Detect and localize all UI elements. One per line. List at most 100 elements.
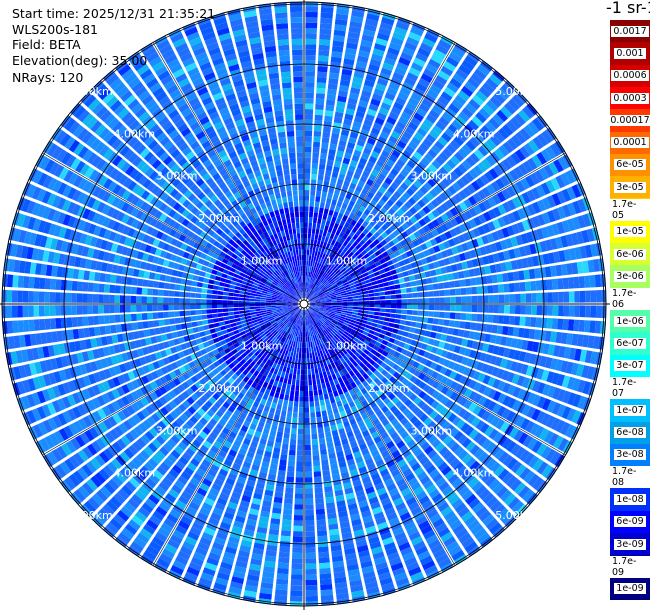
ray-gate bbox=[314, 487, 323, 494]
ray-gate bbox=[259, 592, 272, 600]
ray-gate bbox=[363, 327, 370, 333]
ray-gate bbox=[178, 427, 188, 437]
ray-gate bbox=[321, 355, 326, 361]
ray-gate bbox=[271, 457, 279, 465]
ray-gate bbox=[384, 478, 394, 487]
ray-gate bbox=[343, 379, 350, 387]
ray-gate bbox=[331, 307, 337, 309]
ray-gate bbox=[496, 486, 509, 499]
ray-gate bbox=[498, 468, 510, 481]
ray-gate bbox=[319, 318, 325, 324]
ray-gate bbox=[289, 395, 294, 402]
ray-gate bbox=[137, 367, 146, 376]
ray-gate bbox=[482, 343, 490, 353]
ray-gate bbox=[375, 516, 387, 525]
ray-gate bbox=[492, 345, 500, 355]
ray-gate bbox=[468, 402, 477, 413]
ray-gate bbox=[367, 352, 375, 359]
ray-gate bbox=[461, 437, 472, 449]
ray-gate bbox=[239, 313, 246, 318]
ray-gate bbox=[324, 321, 330, 326]
ray-gate bbox=[273, 221, 279, 228]
ray-gate bbox=[300, 374, 304, 381]
ray-gate bbox=[113, 492, 126, 505]
ray-gate bbox=[260, 333, 266, 339]
ray-gate bbox=[333, 342, 339, 348]
ray-gate bbox=[305, 44, 317, 50]
ray-gate bbox=[362, 571, 376, 579]
ray-gate bbox=[76, 305, 83, 315]
ray-gate bbox=[230, 322, 237, 328]
ray-gate bbox=[340, 326, 347, 331]
ray-gate bbox=[39, 277, 46, 289]
ray-gate bbox=[401, 309, 407, 315]
ray-gate bbox=[376, 566, 390, 576]
ray-gate bbox=[309, 306, 315, 309]
ray-gate bbox=[238, 471, 248, 479]
ray-gate bbox=[287, 406, 293, 412]
ray-gate bbox=[204, 473, 215, 483]
ray-gate bbox=[294, 504, 303, 510]
ray-gate bbox=[174, 479, 186, 490]
ray-gate bbox=[249, 469, 259, 477]
ray-gate bbox=[155, 368, 164, 378]
ray-gate bbox=[402, 468, 413, 477]
ray-gate bbox=[380, 304, 386, 308]
ray-gate bbox=[464, 321, 471, 330]
ray-gate bbox=[383, 436, 392, 445]
ray-gate bbox=[324, 311, 331, 314]
ray-gate bbox=[448, 473, 459, 485]
ray-gate bbox=[222, 354, 229, 362]
ray-gate bbox=[339, 410, 347, 418]
ray-gate bbox=[229, 319, 236, 324]
ray-gate bbox=[299, 211, 304, 218]
ray-gate bbox=[305, 595, 318, 602]
ray-gate bbox=[449, 391, 459, 401]
ray-gate bbox=[365, 486, 375, 495]
ray-gate bbox=[186, 279, 193, 286]
ray-gate bbox=[31, 408, 42, 422]
ray-gate bbox=[416, 490, 427, 501]
ray-gate bbox=[188, 361, 196, 369]
ray-gate bbox=[85, 461, 97, 474]
ray-gate bbox=[217, 308, 223, 313]
ray-gate bbox=[79, 432, 90, 445]
ray-gate bbox=[365, 525, 377, 534]
ray-gate bbox=[141, 502, 154, 514]
ray-gate bbox=[201, 502, 213, 512]
ray-gate bbox=[458, 449, 469, 461]
ray-gate bbox=[304, 309, 306, 316]
ray-gate bbox=[111, 458, 123, 470]
ray-gate bbox=[291, 44, 303, 50]
ray-gate bbox=[305, 320, 308, 327]
ray-gate bbox=[304, 136, 312, 142]
ray-gate bbox=[449, 381, 459, 390]
ray-gate bbox=[168, 380, 177, 389]
ray-gate bbox=[398, 482, 409, 492]
ray-gate bbox=[219, 492, 230, 501]
ray-gate bbox=[431, 438, 442, 449]
ray-gate bbox=[272, 452, 280, 460]
ray-gate bbox=[211, 333, 218, 339]
ray-gate bbox=[275, 363, 281, 370]
ray-gate bbox=[133, 536, 147, 549]
ray-gate bbox=[84, 339, 92, 349]
ray-gate bbox=[192, 521, 204, 531]
ray-gate bbox=[458, 532, 472, 544]
ray-gate bbox=[375, 458, 385, 467]
ray-gate bbox=[361, 476, 371, 484]
ray-gate bbox=[372, 551, 385, 560]
ray-gate bbox=[471, 360, 479, 370]
ray-gate bbox=[272, 311, 278, 314]
ray-gate bbox=[452, 363, 461, 372]
ray-gate bbox=[483, 386, 492, 397]
ray-gate bbox=[258, 420, 265, 428]
ray-gate bbox=[532, 458, 544, 472]
ray-gate bbox=[97, 347, 105, 358]
ray-gate bbox=[208, 396, 217, 405]
ray-gate bbox=[487, 400, 497, 412]
ray-gate bbox=[428, 338, 435, 346]
ray-gate bbox=[344, 319, 350, 324]
ray-gate bbox=[409, 443, 420, 453]
ray-gate bbox=[197, 512, 209, 522]
